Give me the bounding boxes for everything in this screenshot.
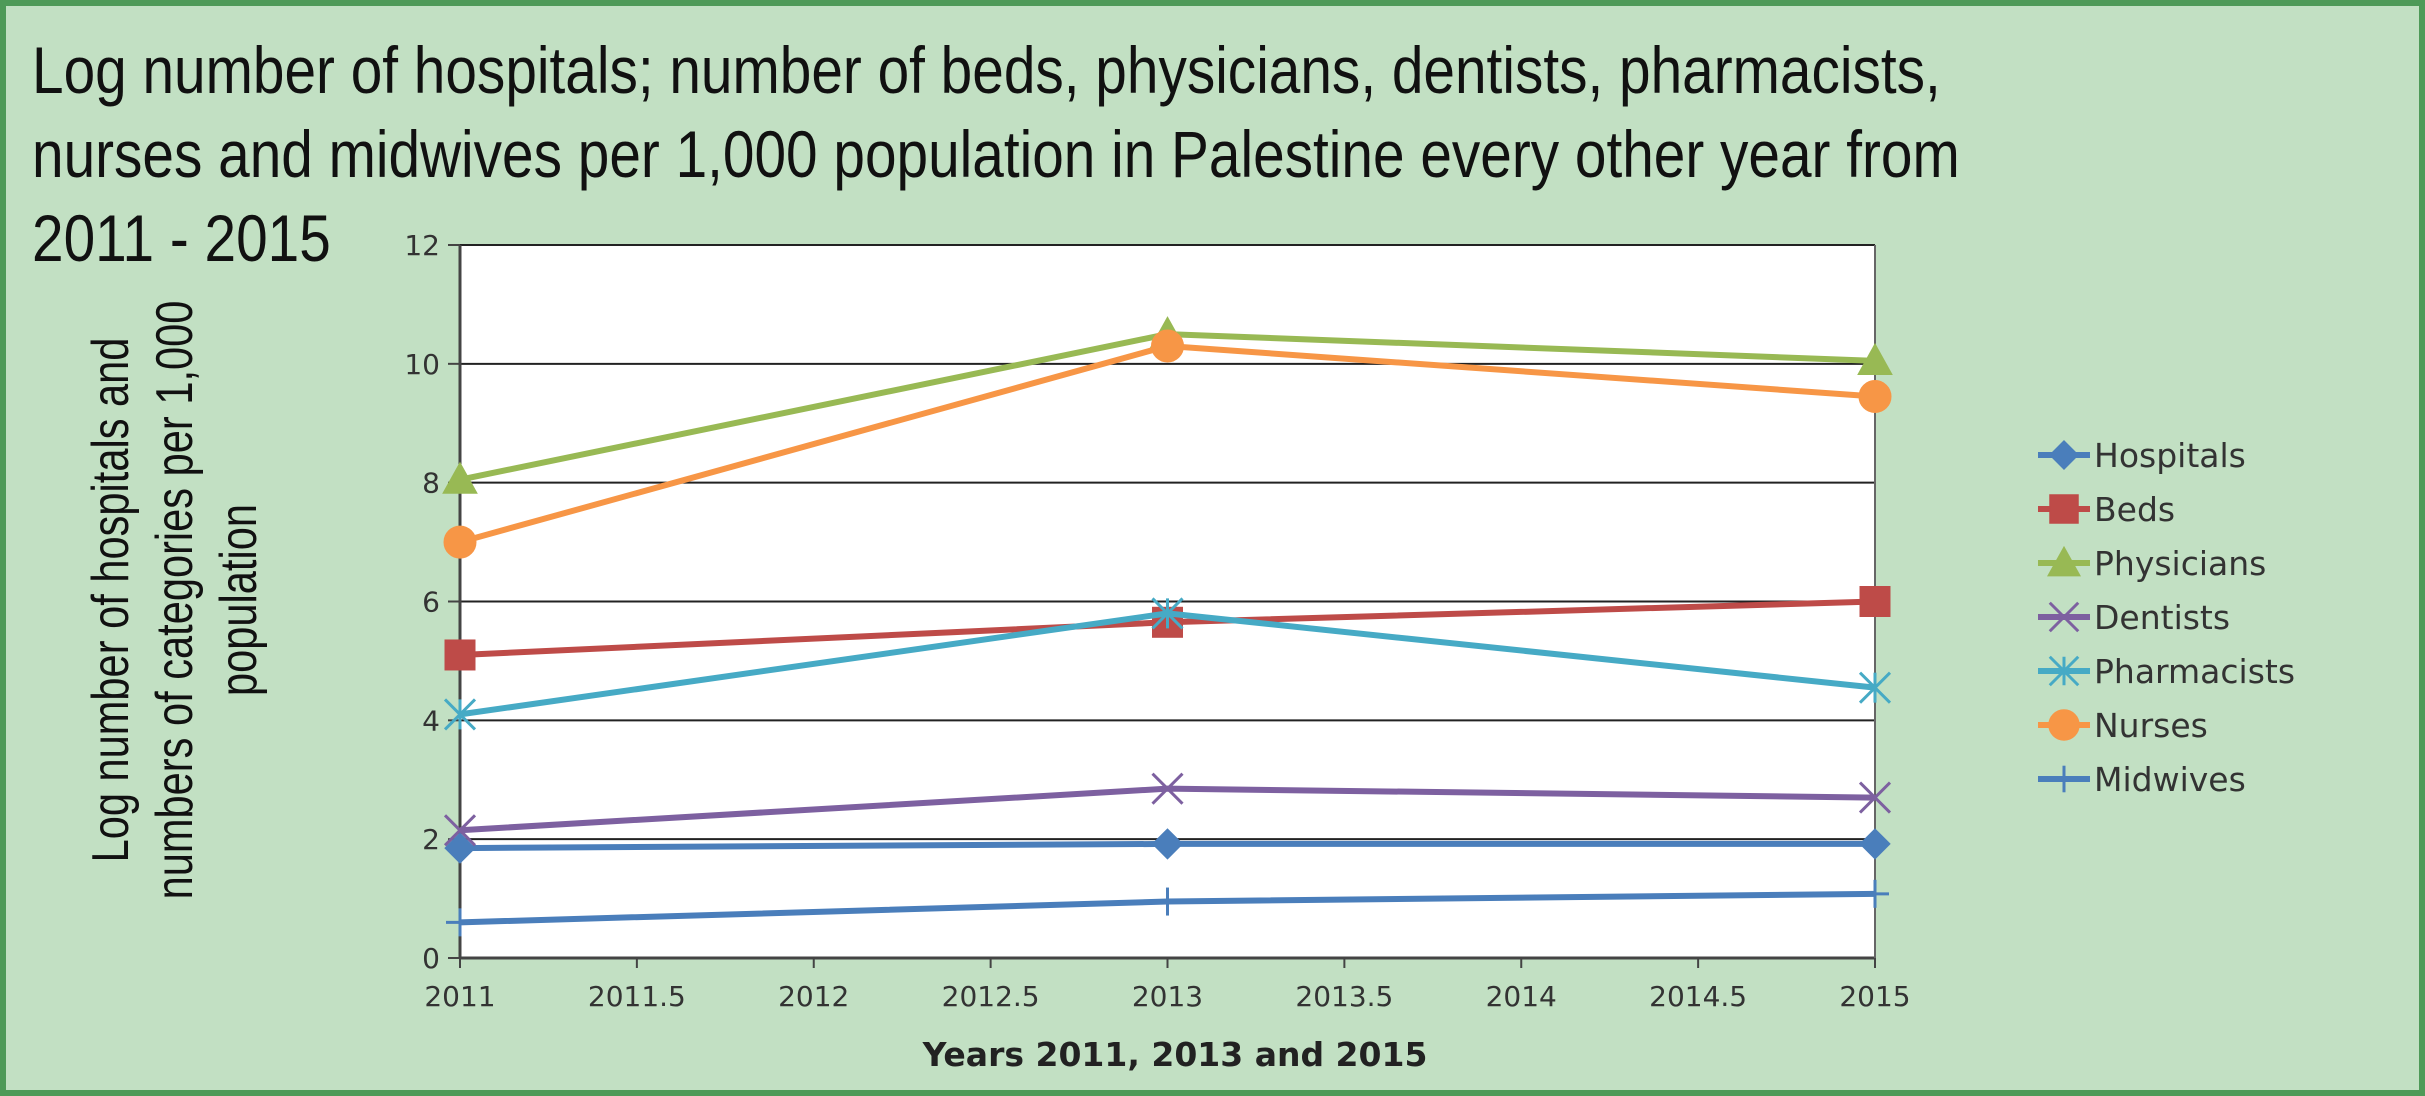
legend-item-dentists: Dentists (2038, 598, 2230, 637)
point-midwives-2013 (1153, 887, 1182, 916)
point-beds-2015 (1859, 586, 1891, 617)
y-axis-label-line: population (209, 504, 268, 696)
point-hospitals-2015 (1859, 828, 1891, 860)
y-tick-label: 2 (422, 823, 440, 856)
y-axis-label-line: Log number of hospitals and (81, 338, 140, 863)
marker-stroke (443, 814, 477, 847)
legend-label: Beds (2094, 490, 2175, 529)
legend-label: Dentists (2094, 598, 2230, 637)
legend-item-beds: Beds (2038, 490, 2175, 529)
x-tick-labels: 2011 2011.5 2012 2012.5 2013 2013.5 2014 2014.5… (424, 958, 1911, 1013)
legend-marker-dentists (2048, 601, 2080, 633)
series-nurses (443, 329, 1892, 559)
y-axis-label: Log number of hospitals and numbers of ca… (81, 301, 268, 900)
y-tick-label: 8 (422, 467, 440, 500)
x-tick-label: 2013.5 (1295, 980, 1393, 1013)
x-axis-label: Years 2011, 2013 and 2015 (922, 1035, 1428, 1074)
point-nurses-2011 (443, 525, 477, 559)
x-tick-label: 2014 (1486, 980, 1557, 1013)
series-pharmacists (443, 597, 1892, 731)
point-physicians-2011 (442, 461, 478, 494)
point-midwives-2011 (446, 908, 474, 937)
marker-stroke (2048, 601, 2080, 633)
legend-item-physicians: Physicians (2038, 544, 2266, 583)
point-dentists-2011 (443, 814, 477, 847)
x-tick-label: 2013 (1132, 980, 1203, 1013)
x-tick-label: 2011 (424, 980, 495, 1013)
point-hospitals-2011 (444, 832, 476, 864)
series-dentists (443, 772, 1892, 847)
x-tick-label: 2011.5 (588, 980, 686, 1013)
point-midwives-2015 (1861, 879, 1889, 908)
legend-marker-beds (2049, 494, 2079, 524)
x-tick-label: 2012 (778, 980, 849, 1013)
series-lines (442, 316, 1893, 937)
chart-title: Log number of hospitals; number of beds,… (32, 33, 1960, 275)
legend-marker-midwives (2050, 765, 2078, 793)
legend-marker-physicians (2047, 545, 2081, 577)
legend-label: Midwives (2094, 760, 2246, 799)
point-pharmacists-2011 (443, 698, 477, 731)
y-tick-label: 10 (404, 348, 440, 381)
y-tick-label: 0 (422, 942, 440, 975)
legend-marker-nurses (2048, 709, 2080, 741)
legend-item-pharmacists: Pharmacists (2038, 652, 2295, 691)
y-axis-label-line: numbers of categories per 1,000 (145, 301, 204, 900)
legend: Hospitals Beds Physicians Dentists Pharmacis… (2038, 436, 2295, 799)
series-hospitals (444, 828, 1891, 864)
y-tick-label: 4 (422, 704, 440, 737)
y-tick-label: 6 (422, 586, 440, 619)
legend-item-hospitals: Hospitals (2038, 436, 2246, 475)
point-pharmacists-2015 (1858, 671, 1892, 704)
point-dentists-2015 (1858, 781, 1892, 814)
legend-item-nurses: Nurses (2038, 706, 2208, 745)
x-tick-label: 2015 (1839, 980, 1910, 1013)
legend-label: Pharmacists (2094, 652, 2295, 691)
x-tick-label: 2012.5 (942, 980, 1040, 1013)
legend-item-midwives: Midwives (2038, 760, 2246, 799)
legend-marker-hospitals (2049, 440, 2079, 470)
legend-label: Nurses (2094, 706, 2208, 745)
point-nurses-2015 (1858, 380, 1892, 414)
point-beds-2011 (444, 639, 476, 671)
point-dentists-2013 (1151, 772, 1184, 805)
marker-stroke (1858, 781, 1892, 814)
y-tick-labels: 0 2 4 6 8 10 12 (404, 229, 440, 975)
legend-label: Physicians (2094, 544, 2266, 583)
legend-marker-pharmacists (2048, 655, 2080, 687)
point-pharmacists-2013 (1151, 597, 1184, 630)
marker-stroke (1151, 772, 1184, 805)
point-physicians-2015 (1857, 342, 1893, 375)
point-hospitals-2013 (1151, 828, 1184, 860)
point-nurses-2013 (1151, 329, 1184, 363)
x-tick-label: 2014.5 (1649, 980, 1747, 1013)
y-tick-label: 12 (404, 229, 440, 262)
legend-label: Hospitals (2094, 436, 2246, 475)
series-midwives (446, 879, 1889, 937)
